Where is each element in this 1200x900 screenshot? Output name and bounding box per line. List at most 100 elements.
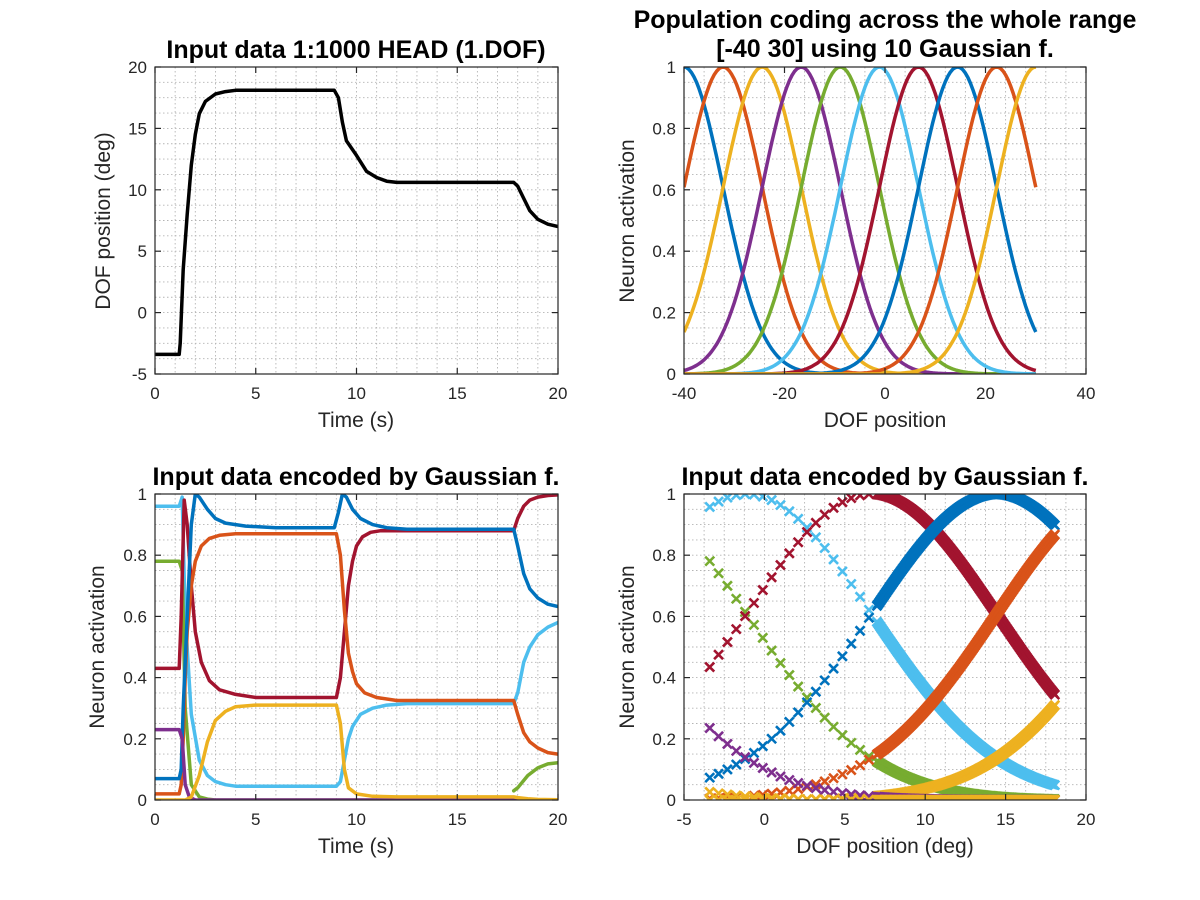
x-marker [757, 792, 769, 800]
x-marker [766, 645, 778, 657]
series-group [704, 494, 1061, 800]
x-marker [792, 681, 804, 693]
grid [684, 67, 1086, 374]
x-marker [845, 578, 857, 590]
y-tick-label: 1 [138, 485, 147, 504]
x-marker [783, 669, 795, 681]
x-marker [721, 636, 733, 648]
y-tick-label: 0.8 [123, 546, 147, 565]
x-marker [819, 542, 831, 554]
x-marker [819, 776, 831, 787]
series-f8 [704, 494, 1061, 784]
x-tick-label: -5 [676, 810, 691, 829]
axes [154, 493, 559, 801]
x-marker [1049, 779, 1061, 791]
x-marker [775, 559, 786, 571]
x-marker [854, 494, 866, 501]
x-marker [810, 517, 822, 529]
x-marker [730, 759, 742, 770]
x-marker [775, 499, 786, 511]
x-marker [766, 792, 778, 800]
x-marker [766, 494, 778, 506]
x-marker [819, 784, 831, 796]
plot-encoded-position: Input data encoded by Gaussian f. DOF po… [616, 463, 1095, 858]
x-marker [713, 567, 724, 579]
y-tick-label: 0.2 [123, 730, 147, 749]
x-marker [739, 751, 751, 763]
x-marker [854, 791, 866, 800]
x-marker [845, 764, 857, 776]
x-marker [775, 793, 786, 800]
x-marker [775, 657, 786, 669]
plot-title-line-2: [-40 30] using 10 Gaussian f. [716, 35, 1054, 63]
x-marker [713, 496, 724, 507]
x-marker [721, 738, 733, 750]
x-marker [775, 771, 786, 782]
x-marker [810, 782, 822, 794]
x-marker [1049, 689, 1061, 701]
x-tick-label: 10 [347, 384, 366, 403]
y-tick-label: 0 [138, 304, 147, 323]
y-tick-label: 0.8 [652, 119, 676, 138]
axes [154, 66, 559, 375]
x-marker [783, 716, 795, 728]
x-marker [810, 702, 822, 714]
x-marker [801, 780, 813, 792]
x-marker [828, 721, 839, 733]
x-marker [810, 686, 822, 698]
series-line-yellow [155, 703, 558, 800]
plot-title-line-1: Population coding across the whole range [634, 6, 1137, 34]
x-marker [713, 768, 724, 780]
x-tick-label: 15 [448, 384, 467, 403]
x-axis-label: DOF position (deg) [796, 835, 973, 858]
x-marker [748, 619, 760, 631]
x-marker [828, 663, 839, 674]
x-marker [854, 759, 866, 771]
x-tick-label: 20 [549, 810, 568, 829]
x-tick-label: 20 [1077, 810, 1096, 829]
x-marker [792, 513, 804, 525]
x-marker [845, 494, 857, 504]
x-axis-label: Time (s) [318, 835, 394, 858]
x-marker [819, 674, 831, 686]
y-tick-label: 0 [667, 365, 676, 384]
x-marker [828, 772, 839, 784]
y-tick-label: 0.4 [652, 669, 676, 688]
x-marker [757, 494, 769, 502]
x-marker [1049, 529, 1061, 540]
x-marker [801, 696, 813, 708]
x-marker [730, 593, 742, 605]
x-marker [739, 790, 751, 800]
y-tick-label: 1 [667, 485, 676, 504]
series-f9 [704, 529, 1061, 800]
x-marker [845, 792, 857, 800]
series-f10 [704, 699, 1061, 800]
series-line-green-late [511, 760, 558, 793]
x-marker [721, 789, 733, 800]
x-marker [730, 790, 742, 800]
x-marker [775, 725, 786, 737]
x-marker [783, 774, 795, 786]
x-marker [836, 768, 848, 780]
x-marker [704, 661, 716, 673]
x-marker [810, 778, 822, 790]
x-marker [783, 505, 795, 517]
x-marker [828, 786, 839, 798]
x-marker [828, 554, 839, 565]
x-marker [757, 584, 769, 596]
x-marker [854, 591, 866, 603]
x-marker [801, 793, 813, 800]
x-marker [713, 649, 724, 661]
y-tick-label: 5 [138, 242, 147, 261]
y-tick-label: 0.6 [652, 607, 676, 626]
x-marker [757, 740, 769, 752]
x-marker [739, 610, 751, 622]
x-marker [845, 638, 857, 650]
y-tick-label: 15 [128, 119, 147, 138]
x-marker [704, 772, 716, 784]
series-line-purple [155, 727, 558, 800]
x-axis-label: Time (s) [318, 409, 394, 432]
grid [155, 494, 558, 800]
x-tick-label: 5 [251, 810, 260, 829]
